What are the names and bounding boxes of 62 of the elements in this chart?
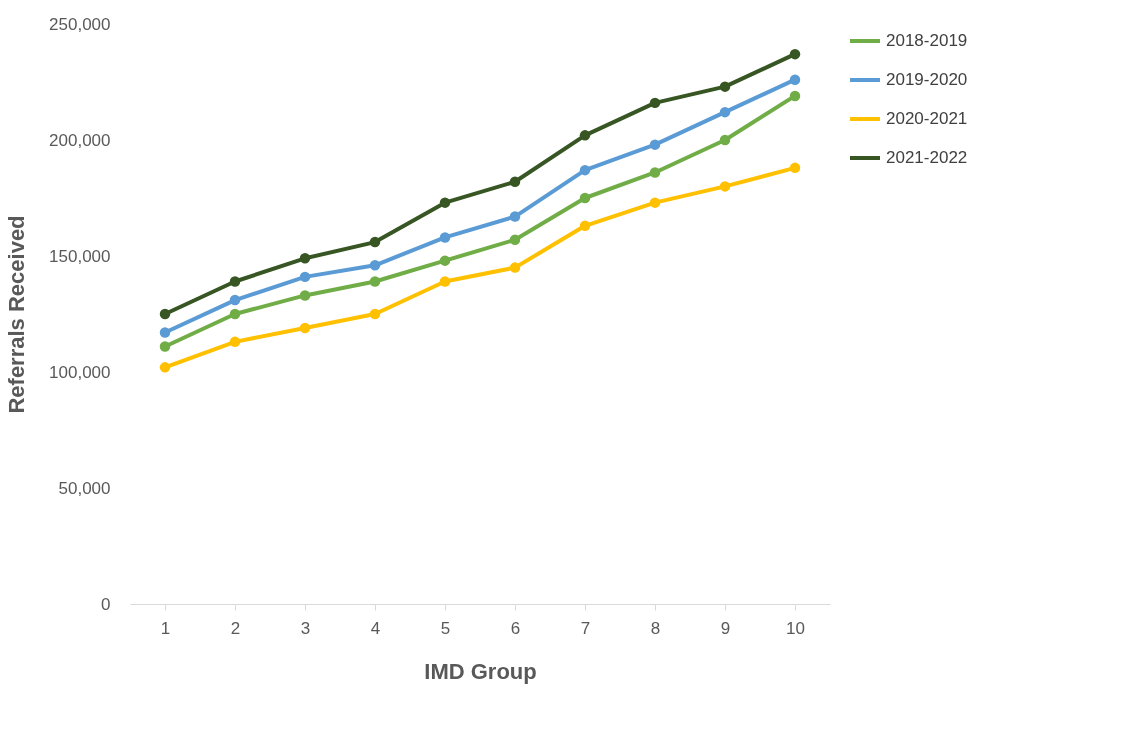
point <box>439 276 451 287</box>
point <box>509 262 521 273</box>
point <box>649 197 661 208</box>
point <box>789 162 801 174</box>
y-tick-label: 150,000 <box>49 246 111 266</box>
x-tick-label: 2 <box>230 618 241 638</box>
point <box>789 48 801 60</box>
point <box>229 308 241 320</box>
point <box>299 290 311 301</box>
y-tick-label: 250,000 <box>49 14 111 34</box>
point <box>299 271 311 283</box>
legend-label: 2018-2019 <box>886 31 968 50</box>
x-tick-label: 7 <box>580 618 591 638</box>
legend-label: 2019-2020 <box>886 70 968 89</box>
y-tick-label: 0 <box>101 594 111 614</box>
point <box>439 197 451 208</box>
point <box>579 220 591 232</box>
x-tick-label: 6 <box>510 618 521 638</box>
x-tick-label: 8 <box>650 618 661 638</box>
point <box>369 236 381 248</box>
point <box>299 253 311 264</box>
x-tick-label: 9 <box>720 618 731 638</box>
point <box>369 308 381 320</box>
x-tick-label: 10 <box>786 618 805 638</box>
point <box>719 106 731 118</box>
point <box>719 81 731 92</box>
point <box>579 192 591 204</box>
point <box>579 130 591 141</box>
point <box>439 232 451 243</box>
x-tick-label: 1 <box>160 618 171 638</box>
point <box>509 211 521 222</box>
point <box>509 234 521 245</box>
legend-label: 2021-2022 <box>886 148 968 167</box>
point <box>439 255 451 266</box>
point <box>369 276 381 287</box>
point <box>649 97 661 109</box>
point <box>159 327 171 338</box>
point <box>579 164 591 176</box>
point <box>159 308 171 320</box>
point <box>299 322 311 334</box>
y-tick-label: 200,000 <box>49 130 111 150</box>
x-tick-label: 3 <box>300 618 311 638</box>
point <box>719 181 731 192</box>
x-axis-title: IMD Group <box>424 658 537 684</box>
y-tick-label: 100,000 <box>49 362 111 382</box>
point <box>369 260 381 271</box>
point <box>789 74 801 85</box>
x-tick-label: 5 <box>440 618 451 638</box>
point <box>509 176 521 187</box>
point <box>229 294 241 306</box>
legend-label: 2020-2021 <box>886 109 968 128</box>
x-tick-label: 4 <box>370 618 381 638</box>
point <box>159 362 171 373</box>
point <box>229 336 241 348</box>
point <box>789 90 801 102</box>
point <box>649 139 661 150</box>
y-axis-title: Referrals Received <box>4 215 30 414</box>
y-tick-label: 50,000 <box>58 478 111 498</box>
point <box>229 276 241 287</box>
point <box>719 134 731 146</box>
point <box>649 167 661 178</box>
point <box>159 341 171 352</box>
